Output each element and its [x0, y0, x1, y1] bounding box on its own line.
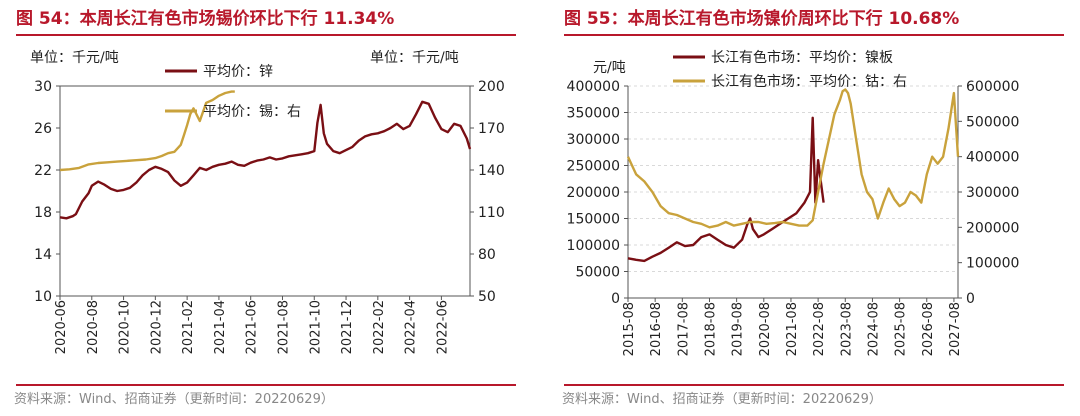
x-tick-label: 2021-06: [245, 300, 260, 354]
x-tick-label: 2022-08: [812, 302, 827, 356]
y-left-tick-label: 150000: [567, 212, 620, 228]
x-tick-label: 2022-02: [372, 300, 387, 354]
tin-zinc-chart: 单位：千元/吨 单位：千元/吨 10 14 18 22 26 30 50 80 110 140 170 2…: [30, 50, 505, 354]
chart-title: 图 55：本周长江有色市场镍价周环比下行 10.68%: [564, 9, 960, 29]
x-tick-label: 2021-10: [308, 300, 323, 354]
series-line: [59, 100, 472, 220]
x-tick-label: 2022-06: [435, 300, 450, 354]
legend-label: 长江有色市场：平均价：镍板: [711, 49, 893, 66]
source-note: 资料来源：Wind、招商证券（更新时间：20220629）: [14, 392, 334, 407]
y-right-tick-label: 600000: [966, 79, 1019, 95]
y-right-tick-label: 400000: [966, 150, 1019, 166]
y-left-tick-label: 200000: [567, 185, 620, 201]
title-rule: [16, 34, 516, 36]
x-tick-label: 2021-12: [340, 300, 355, 354]
x-tick-label: 2021-08: [276, 300, 291, 354]
y-left-tick-label: 10: [34, 289, 52, 305]
right-chart-panel: 图 55：本周长江有色市场镍价周环比下行 10.68% 元/吨 0 50000 100…: [548, 0, 1080, 416]
legend-label: 平均价：锡：右: [203, 104, 301, 120]
y-left-tick-label: 50000: [575, 265, 620, 281]
x-tick-label: 2020-08: [86, 300, 101, 354]
series-line: [59, 90, 235, 172]
x-tick-label: 2020-08: [758, 302, 773, 356]
y-right-tick-label: 50: [478, 289, 496, 305]
nickel-cobalt-chart: 元/吨 0 50000 100000 150000 200000 250000 300000 3…: [567, 49, 1020, 356]
y-right-tick-label: 100000: [966, 256, 1019, 272]
y-left-tick-label: 26: [34, 121, 52, 137]
right-unit-label: 单位：千元/吨: [370, 50, 459, 66]
y-left-tick-label: 250000: [567, 159, 620, 175]
bottom-rule: [564, 384, 1064, 386]
y-right-tick-label: 300000: [966, 185, 1019, 201]
x-tick-label: 2015-08: [622, 302, 637, 356]
chart-title: 图 54：本周长江有色市场锡价环比下行 11.34%: [16, 9, 395, 29]
y-right-tick-label: 0: [966, 291, 975, 307]
y-left-tick-label: 18: [34, 205, 52, 221]
y-left-tick-label: 30: [34, 79, 52, 95]
legend-label: 平均价：锌: [203, 64, 273, 80]
y-right-tick-label: 500000: [966, 114, 1019, 130]
title-rule: [564, 34, 1064, 36]
y-right-tick-label: 80: [478, 247, 496, 263]
y-left-tick-label: 100000: [567, 238, 620, 254]
x-tick-label: 2023-08: [839, 302, 854, 356]
x-tick-label: 2016-08: [649, 302, 664, 356]
x-tick-label: 2021-08: [785, 302, 800, 356]
left-unit-label: 元/吨: [593, 60, 626, 76]
y-left-tick-label: 300000: [567, 132, 620, 148]
y-left-tick-label: 22: [34, 163, 52, 179]
left-chart-panel: 图 54：本周长江有色市场锡价环比下行 11.34% 单位：千元/吨 单位：千元/…: [0, 0, 532, 416]
y-left-tick-label: 400000: [567, 79, 620, 95]
bottom-rule: [16, 384, 516, 386]
left-unit-label: 单位：千元/吨: [30, 50, 119, 66]
x-tick-label: 2018-08: [703, 302, 718, 356]
series-line: [626, 88, 960, 229]
legend-label: 长江有色市场：平均价：钴：右: [711, 73, 907, 90]
x-tick-label: 2021-04: [213, 300, 228, 354]
x-tick-label: 2022-04: [404, 300, 419, 354]
y-right-tick-label: 200: [478, 79, 505, 95]
x-tick-label: 2025-08: [894, 302, 909, 356]
y-right-tick-label: 170: [478, 121, 505, 137]
x-tick-label: 2024-08: [866, 302, 881, 356]
x-tick-label: 2021-02: [181, 300, 196, 354]
y-left-tick-label: 0: [611, 291, 620, 307]
x-tick-label: 2020-06: [54, 300, 69, 354]
x-tick-label: 2026-08: [921, 302, 936, 356]
x-tick-label: 2017-08: [676, 302, 691, 356]
x-tick-label: 2027-08: [948, 302, 963, 356]
source-note: 资料来源：Wind、招商证券（更新时间：20220629）: [562, 392, 882, 407]
y-left-tick-label: 350000: [567, 106, 620, 122]
x-tick-label: 2020-10: [118, 300, 133, 354]
y-left-tick-label: 14: [34, 247, 52, 263]
y-right-tick-label: 200000: [966, 220, 1019, 236]
y-right-tick-label: 110: [478, 205, 505, 221]
y-right-tick-label: 140: [478, 163, 505, 179]
x-tick-label: 2020-12: [149, 300, 164, 354]
x-tick-label: 2019-08: [731, 302, 746, 356]
